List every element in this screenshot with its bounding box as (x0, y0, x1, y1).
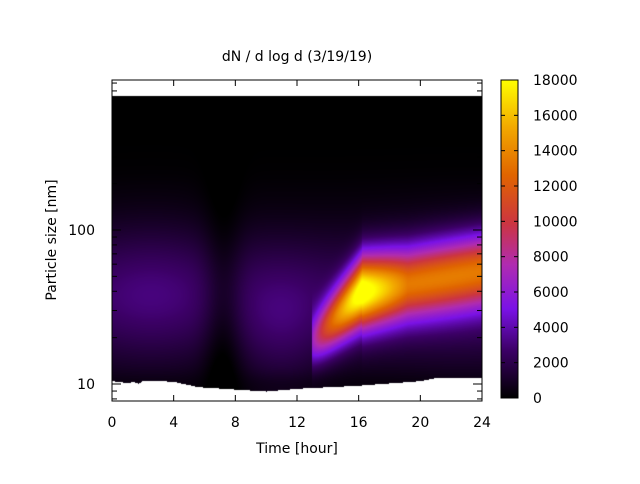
x-tick-label: 20 (411, 415, 429, 431)
colorbar-frame (500, 79, 519, 399)
x-axis: 0 4 8 12 16 20 24 (108, 80, 491, 431)
y-axis: 10 100 (68, 82, 482, 400)
y-tick-label: 10 (77, 377, 95, 393)
x-axis-label: Time [hour] (255, 441, 338, 457)
x-tick-label: 0 (108, 415, 117, 431)
colorbar-tick-label: 18000 (533, 73, 578, 89)
colorbar-tick-label: 4000 (533, 320, 569, 336)
colorbar-tick-label: 2000 (533, 356, 569, 372)
colorbar-tick-label: 6000 (533, 285, 569, 301)
y-axis-label: Particle size [nm] (44, 179, 60, 300)
colorbar-tick-label: 14000 (533, 144, 578, 160)
chart-title: dN / d log d (3/19/19) (222, 49, 372, 65)
colorbar-tick-label: 8000 (533, 250, 569, 266)
x-tick-label: 4 (169, 415, 178, 431)
colorbar-tick-label: 0 (533, 391, 542, 407)
colorbar-axis: 0 2000 4000 6000 8000 10000 12000 14000 16000 180… (501, 73, 578, 407)
colorbar-tick-label: 12000 (533, 179, 578, 195)
y-tick-label: 100 (68, 223, 95, 239)
x-tick-label: 12 (288, 415, 306, 431)
colorbar-gradient (501, 80, 518, 398)
heatmap-image (112, 88, 482, 400)
x-tick-label: 24 (473, 415, 491, 431)
colorbar-tick-label: 16000 (533, 108, 578, 124)
x-tick-label: 16 (350, 415, 368, 431)
x-tick-label: 8 (231, 415, 240, 431)
colorbar-tick-label: 10000 (533, 214, 578, 230)
